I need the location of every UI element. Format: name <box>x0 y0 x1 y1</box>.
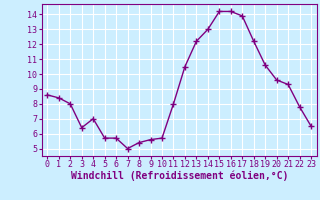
X-axis label: Windchill (Refroidissement éolien,°C): Windchill (Refroidissement éolien,°C) <box>70 171 288 181</box>
